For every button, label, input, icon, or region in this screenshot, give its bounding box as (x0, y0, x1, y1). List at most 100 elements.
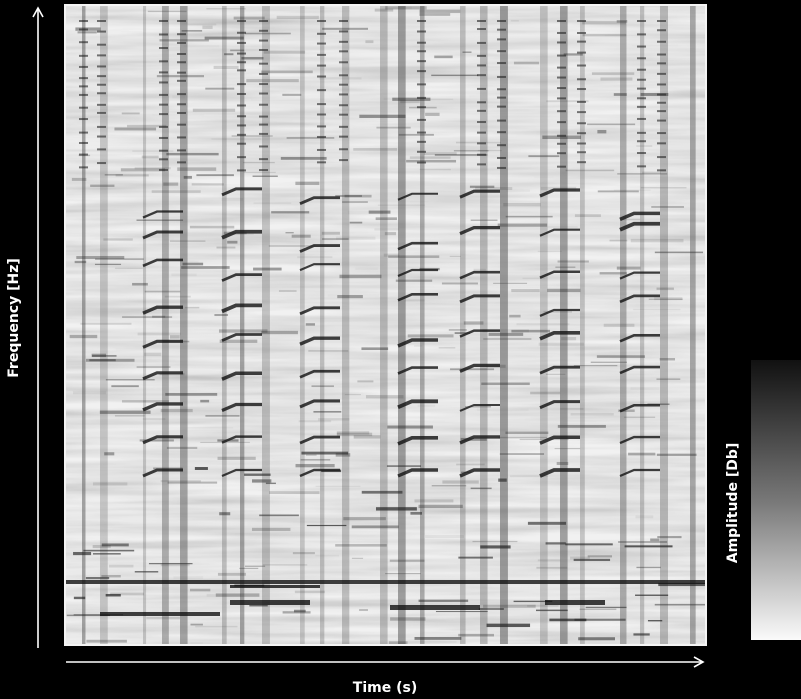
texture-streak (132, 150, 174, 152)
texture-streak (573, 558, 611, 562)
texture-streak (505, 431, 549, 434)
texture-tick (97, 125, 106, 128)
texture-streak (282, 611, 311, 614)
texture-streak (114, 127, 157, 131)
texture-harmonic (299, 244, 340, 253)
texture-tick (159, 33, 168, 36)
texture-tick (477, 101, 486, 104)
texture-streak (582, 21, 627, 25)
texture-streak (252, 479, 272, 483)
texture-tick (637, 117, 646, 120)
texture-harmonic (619, 333, 660, 343)
texture-tick (577, 40, 586, 43)
texture-streak (537, 559, 561, 562)
texture-streak (196, 174, 234, 177)
texture-tick (557, 152, 566, 155)
texture-streak (291, 234, 311, 238)
texture-tick (79, 41, 88, 44)
texture-streak (475, 187, 513, 191)
texture-streak (94, 263, 122, 266)
texture-streak (219, 329, 268, 333)
texture-tick (237, 83, 246, 86)
texture-tick (477, 142, 486, 145)
texture-harmonic (142, 258, 183, 268)
texture-tick (97, 148, 106, 151)
texture-streak (101, 575, 121, 578)
texture-harmonic (459, 329, 500, 338)
texture-tick (259, 158, 268, 161)
texture-tick (417, 131, 426, 134)
texture-streak (141, 155, 159, 159)
texture-streak (190, 623, 203, 626)
texture-harmonic (619, 365, 660, 375)
texture-harmonic (142, 339, 183, 349)
texture-streak (465, 406, 492, 408)
texture-streak (365, 395, 404, 399)
texture-harmonic (221, 468, 262, 478)
texture-streak (385, 573, 421, 575)
texture-tick (477, 28, 486, 31)
texture-harmonic (459, 226, 500, 236)
texture-streak (469, 95, 499, 97)
texture-harmonic (142, 210, 183, 219)
texture-tick (237, 104, 246, 107)
texture-tick (259, 123, 268, 126)
texture-tick (637, 68, 646, 71)
texture-tick (657, 83, 666, 86)
texture-streak (483, 338, 532, 340)
texture-streak (127, 124, 167, 128)
texture-tick (557, 41, 566, 44)
texture-tick (79, 65, 88, 68)
texture-tick (557, 87, 566, 90)
texture-tick (177, 103, 186, 106)
texture-tick (477, 64, 486, 67)
texture-streak (221, 198, 243, 201)
texture-tick (177, 61, 186, 64)
texture-streak (301, 451, 349, 455)
texture-tick (317, 64, 326, 67)
texture-tick (417, 60, 426, 63)
texture-tick (259, 103, 268, 106)
texture-harmonic (619, 271, 660, 280)
texture-streak (636, 566, 661, 569)
texture-streak (389, 559, 425, 562)
texture-tick (177, 112, 186, 115)
texture-streak (622, 218, 641, 221)
texture-harmonic (397, 293, 438, 302)
texture-band (660, 5, 668, 645)
texture-streak (173, 576, 204, 579)
texture-streak (73, 614, 124, 616)
texture-streak (565, 169, 615, 172)
texture-streak (167, 481, 218, 484)
texture-harmonic (539, 228, 580, 237)
texture-tick (637, 78, 646, 81)
texture-block (545, 600, 605, 605)
texture-streak (213, 65, 239, 69)
texture-streak (633, 308, 681, 311)
texture-streak (654, 251, 704, 254)
texture-streak (414, 636, 462, 640)
texture-streak (565, 543, 613, 546)
texture-tick (657, 132, 666, 135)
texture-streak (328, 294, 380, 297)
texture-tick (259, 72, 268, 75)
texture-streak (460, 437, 487, 441)
texture-streak (244, 565, 266, 567)
texture-block (230, 585, 320, 588)
texture-tick (637, 20, 646, 22)
texture-streak (656, 378, 681, 380)
texture-streak (585, 606, 627, 609)
texture-streak (469, 185, 495, 188)
texture-streak (115, 348, 144, 350)
colorbar (751, 360, 801, 640)
texture-streak (536, 566, 568, 569)
texture-tick (159, 158, 168, 161)
texture-band (82, 5, 86, 645)
texture-band (620, 5, 627, 645)
texture-streak (160, 480, 201, 483)
texture-harmonic (221, 303, 262, 314)
texture-streak (513, 61, 540, 65)
texture-harmonic (459, 363, 500, 373)
texture-streak (92, 482, 128, 486)
texture-tick (159, 136, 168, 139)
